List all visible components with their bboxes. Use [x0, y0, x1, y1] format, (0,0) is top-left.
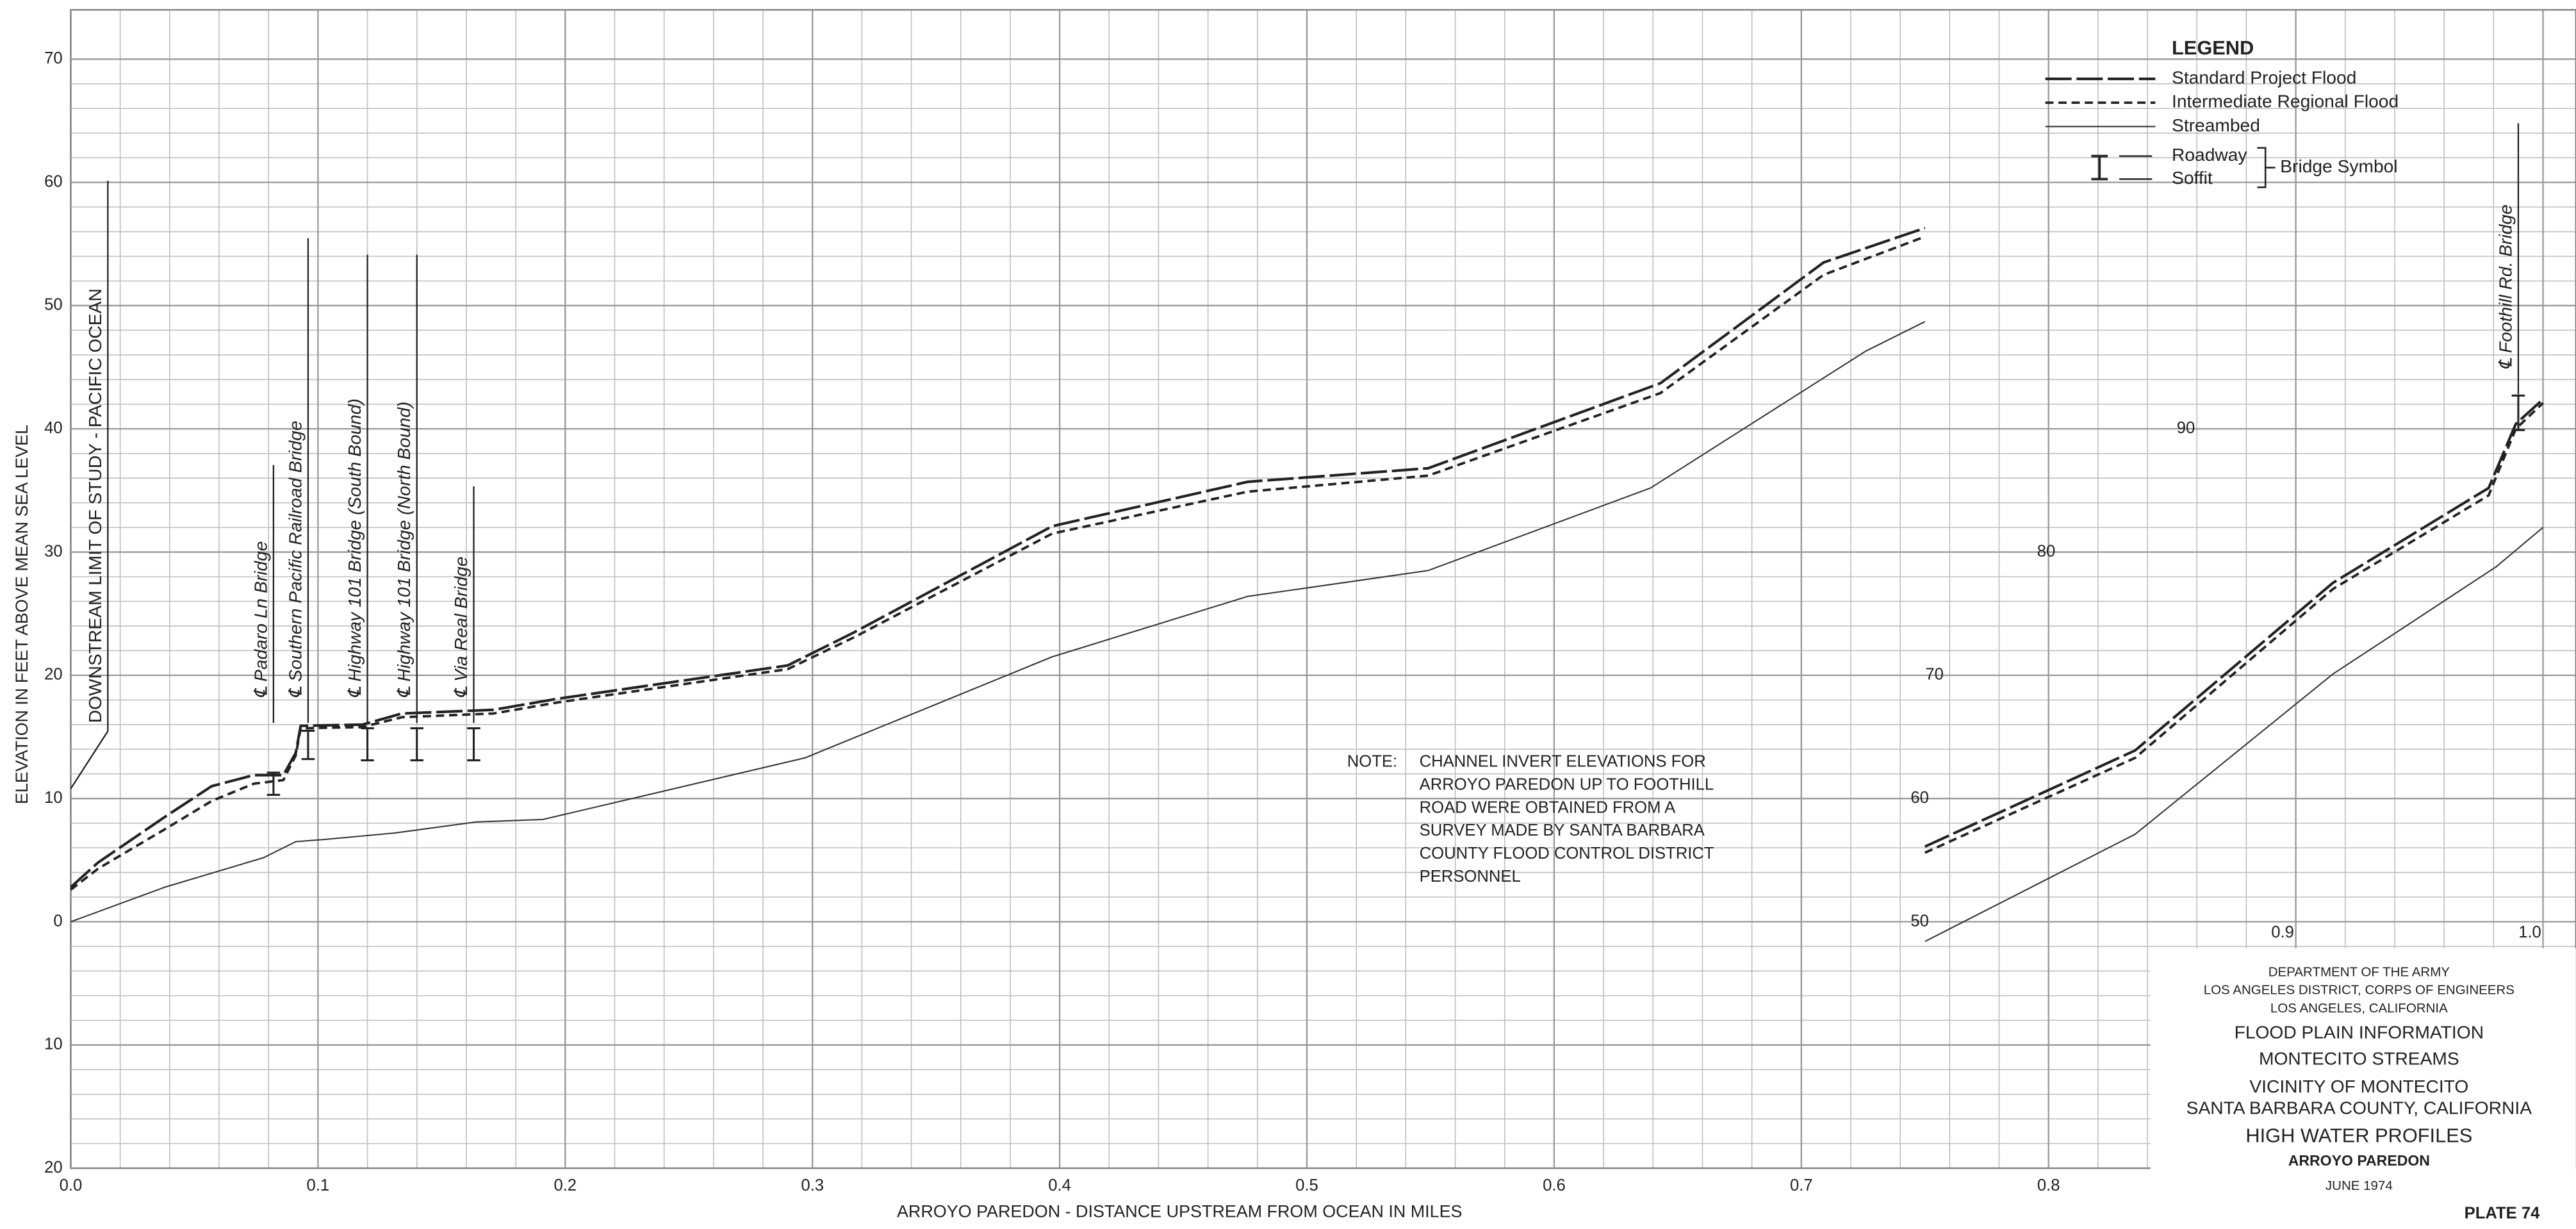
y2-tick-label: 80 [2037, 542, 2056, 560]
bracket [2257, 147, 2276, 188]
title-line: LOS ANGELES, CALIFORNIA [2270, 1001, 2448, 1016]
annotation-label: ℄ Southern Pacific Railroad Bridge [284, 420, 305, 698]
title-block: DEPARTMENT OF THE ARMY LOS ANGELES DISTR… [2150, 948, 2576, 1229]
legend: LEGEND Roadway Soffit Bridge Symbol [2091, 37, 2398, 188]
x-tick-label: 0.5 [1295, 1176, 1318, 1194]
annotation-label: ℄ Highway 101 Bridge (North Bound) [393, 402, 414, 698]
y2-tick-label: 60 [1910, 789, 1929, 807]
profile-line [70, 226, 1926, 889]
title-block-box [2150, 948, 2576, 1229]
note-label: NOTE: [1347, 753, 1397, 771]
note-line: CHANNEL INVERT ELEVATIONS FOR [1420, 753, 1706, 771]
profile-line [1924, 527, 2544, 943]
profile-line [1924, 402, 2544, 854]
note-line: SURVEY MADE BY SANTA BARBARA [1420, 821, 1705, 839]
title-line: VICINITY OF MONTECITO [2249, 1076, 2468, 1096]
profile-line [70, 235, 1926, 891]
y-tick-label: 20 [44, 666, 63, 684]
legend-roadway: Roadway [2172, 144, 2247, 165]
y2-tick-label: 90 [2177, 419, 2195, 437]
plate-number: PLATE 74 [2465, 1205, 2540, 1223]
title-line: ARROYO PAREDON [2288, 1152, 2430, 1169]
y-tick-label: 10 [44, 789, 63, 807]
profile-line [70, 321, 1926, 923]
note: NOTE: CHANNEL INVERT ELEVATIONS FOR ARRO… [1347, 753, 1714, 886]
x-tick-label: 0.6 [1543, 1176, 1566, 1194]
x-axis-title: ARROYO PAREDON - DISTANCE UPSTREAM FROM … [897, 1201, 1463, 1221]
annotation-label: ℄ Highway 101 Bridge (South Bound) [344, 399, 365, 698]
legend-label: Intermediate Regional Flood [2172, 91, 2399, 111]
x-tick-label: 0.3 [801, 1176, 824, 1194]
x-tick-label: 1.0 [2518, 923, 2541, 941]
x-tick-label: 0.4 [1048, 1176, 1071, 1194]
y-axis-title: ELEVATION IN FEET ABOVE MEAN SEA LEVEL [12, 425, 31, 804]
x-tick-label: 0.7 [1790, 1176, 1813, 1194]
legend-label: Streambed [2172, 115, 2260, 135]
y-tick-label: 10 [44, 1035, 63, 1053]
y2-tick-label: 50 [1910, 912, 1929, 930]
y-tick-label: 60 [44, 172, 63, 190]
plot: DOWNSTREAM LIMIT OF STUDY - PACIFIC OCEA… [70, 123, 2544, 943]
legend-bridge-symbol: Bridge Symbol [2280, 156, 2397, 176]
profile-line [1924, 398, 2544, 848]
note-line: ARROYO PAREDON UP TO FOOTHILL [1420, 775, 1714, 793]
legend-title: LEGEND [2172, 37, 2254, 59]
x-tick-label: 0.2 [554, 1176, 577, 1194]
title-line: DEPARTMENT OF THE ARMY [2268, 964, 2450, 979]
y-tick-label: 70 [44, 49, 63, 67]
legend-label: Standard Project Flood [2172, 67, 2356, 88]
annotation-label: ℄ Padaro Ln Bridge [250, 541, 270, 698]
title-line: LOS ANGELES DISTRICT, CORPS OF ENGINEERS [2204, 983, 2514, 998]
y2-tick-label: 70 [1925, 666, 1944, 684]
title-line: SANTA BARBARA COUNTY, CALIFORNIA [2186, 1097, 2532, 1118]
annotation-label: ℄ Via Real Bridge [450, 556, 471, 698]
note-line: PERSONNEL [1420, 868, 1521, 886]
y-tick-label: 0 [53, 912, 62, 930]
x-tick-label: 0.8 [2037, 1176, 2060, 1194]
title-line: HIGH WATER PROFILES [2245, 1125, 2472, 1147]
y-tick-label: 40 [44, 419, 63, 437]
note-line: ROAD WERE OBTAINED FROM A [1420, 798, 1676, 816]
x-tick-label: 0.1 [307, 1176, 330, 1194]
x-tick-label: 0.0 [60, 1176, 83, 1194]
y-tick-label: 20 [44, 1159, 63, 1176]
leader-line [70, 730, 109, 789]
title-line: JUNE 1974 [2326, 1178, 2393, 1193]
title-line: MONTECITO STREAMS [2259, 1048, 2459, 1068]
x-tick-label: 0.9 [2271, 923, 2294, 941]
legend-soffit: Soffit [2172, 167, 2213, 188]
y-tick-label: 30 [44, 542, 63, 560]
annotation-label: DOWNSTREAM LIMIT OF STUDY - PACIFIC OCEA… [85, 288, 105, 723]
note-line: COUNTY FLOOD CONTROL DISTRICT [1420, 845, 1714, 862]
y-tick-label: 50 [44, 296, 63, 314]
annotation-label: ℄ Foothill Rd. Bridge [2495, 204, 2515, 370]
title-line: FLOOD PLAIN INFORMATION [2235, 1021, 2484, 1042]
